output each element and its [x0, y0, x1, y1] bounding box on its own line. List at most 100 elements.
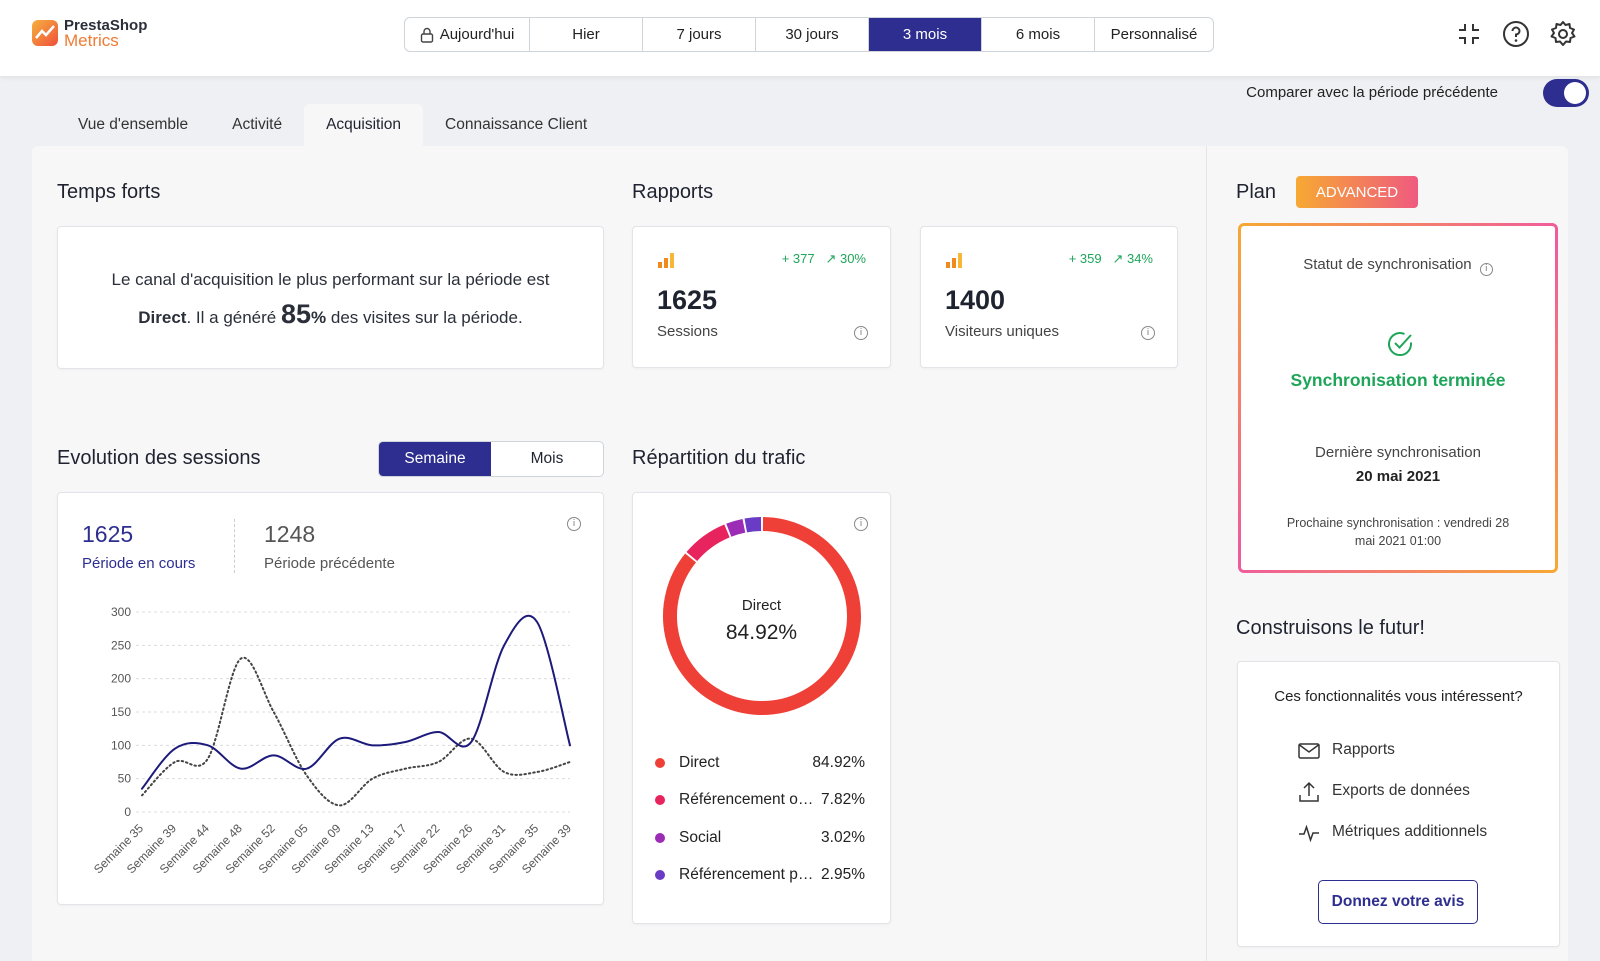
- current-period-line: [141, 614, 571, 790]
- period-6-months[interactable]: 6 mois: [982, 18, 1095, 51]
- current-period-label: Période en cours: [82, 555, 196, 572]
- evolution-card: 1625 Période en cours 1248 Période précé…: [57, 492, 604, 905]
- legend-item: Référencement organique 7.82%: [655, 790, 865, 810]
- info-icon[interactable]: i: [854, 517, 868, 531]
- visitors-delta: + 359 ↗ 34%: [1068, 251, 1153, 266]
- column-divider: [1206, 146, 1207, 961]
- top-bar: PrestaShop Metrics Aujourd'hui Hier 7 jo…: [0, 0, 1600, 76]
- evolution-title: Evolution des sessions: [57, 447, 261, 469]
- bar-chart-icon: [946, 253, 962, 268]
- previous-period-value: 1248: [264, 521, 316, 547]
- period-30-days[interactable]: 30 jours: [756, 18, 869, 51]
- traffic-card: i Direct 84.92% Direct 84.92% Référencem…: [632, 492, 891, 924]
- previous-period-label: Période précédente: [264, 555, 395, 572]
- next-sync-text: Prochaine synchronisation : vendredi 28 …: [1286, 516, 1510, 548]
- trend-up-icon: ↗: [825, 251, 837, 266]
- tab-acquisition[interactable]: Acquisition: [304, 104, 424, 146]
- period-3-months[interactable]: 3 mois: [869, 18, 982, 51]
- legend-dot: [655, 758, 665, 768]
- tab-activity[interactable]: Activité: [232, 116, 283, 133]
- highlights-text: Le canal d'acquisition le plus performan…: [111, 270, 550, 329]
- y-tick-label: 300: [111, 605, 131, 619]
- legend-dot: [655, 833, 665, 843]
- compare-toggle[interactable]: [1543, 79, 1589, 107]
- tab-customer-knowledge[interactable]: Connaissance Client: [445, 116, 588, 133]
- reports-title: Rapports: [632, 181, 714, 203]
- legend-dot: [655, 870, 665, 880]
- logo-line2: Metrics: [64, 31, 119, 50]
- traffic-donut-chart: [663, 517, 861, 715]
- tab-bar: Vue d'ensemble Activité Acquisition Conn…: [56, 104, 609, 146]
- pulse-icon: [1299, 824, 1319, 843]
- period-7-days[interactable]: 7 jours: [643, 18, 756, 51]
- check-circle-icon: [1388, 332, 1413, 356]
- tab-overview[interactable]: Vue d'ensemble: [78, 116, 189, 133]
- future-question: Ces fonctionnalités vous intéressent?: [1274, 688, 1523, 705]
- future-card: Ces fonctionnalités vous intéressent? Ra…: [1237, 661, 1560, 947]
- highlights-title: Temps forts: [57, 181, 161, 203]
- info-icon[interactable]: i: [567, 517, 581, 531]
- y-tick-label: 100: [111, 738, 131, 752]
- donut-center-value: 84.92%: [725, 621, 798, 644]
- donut-slice: [726, 518, 746, 537]
- sessions-delta: + 377 ↗ 30%: [781, 251, 866, 266]
- info-icon[interactable]: i: [854, 326, 868, 340]
- donut-slice: [744, 517, 762, 533]
- feature-reports[interactable]: Rapports: [1332, 741, 1395, 758]
- legend-item: Direct 84.92%: [655, 753, 865, 773]
- plan-badge: ADVANCED: [1296, 176, 1418, 208]
- gear-icon[interactable]: [1549, 20, 1577, 48]
- current-period-value: 1625: [82, 521, 134, 547]
- last-sync-date: 20 mai 2021: [1355, 468, 1441, 485]
- period-yesterday[interactable]: Hier: [530, 18, 643, 51]
- info-icon[interactable]: i: [1141, 326, 1155, 340]
- period-today[interactable]: Aujourd'hui: [405, 18, 530, 51]
- last-sync-label: Dernière synchronisation: [1315, 444, 1481, 461]
- y-tick-label: 0: [124, 805, 131, 819]
- feedback-button[interactable]: Donnez votre avis: [1318, 880, 1478, 924]
- feature-data-exports[interactable]: Exports de données: [1332, 782, 1470, 799]
- toggle-knob: [1564, 82, 1586, 104]
- sessions-value: 1625: [657, 285, 718, 315]
- visitors-value: 1400: [945, 285, 1006, 315]
- period-selector: Aujourd'hui Hier 7 jours 30 jours 3 mois…: [404, 17, 1214, 52]
- highlights-card: Le canal d'acquisition le plus performan…: [57, 226, 604, 369]
- kpi-card-sessions: + 377 ↗ 30% 1625 Sessions i: [632, 226, 891, 368]
- toggle-month[interactable]: Mois: [530, 450, 564, 467]
- collapse-icon[interactable]: [1455, 20, 1483, 48]
- toggle-week[interactable]: Semaine: [379, 442, 491, 476]
- donut-slice: [663, 517, 861, 715]
- sync-status-label: Statut de synchronisation i: [1241, 256, 1555, 276]
- legend-item: Social 3.02%: [655, 828, 865, 848]
- logo-line1: PrestaShop: [64, 17, 148, 34]
- feature-additional-metrics[interactable]: Métriques additionnels: [1332, 823, 1488, 840]
- help-icon[interactable]: [1502, 20, 1530, 48]
- legend-dot: [655, 795, 665, 805]
- upload-icon: [1299, 781, 1319, 802]
- info-icon[interactable]: i: [1479, 263, 1493, 276]
- future-title: Construisons le futur!: [1236, 617, 1425, 639]
- previous-period-line: [141, 656, 571, 807]
- trend-up-icon: ↗: [1112, 251, 1124, 266]
- donut-slice: [686, 524, 730, 562]
- logo-icon: [32, 20, 58, 46]
- y-tick-label: 150: [111, 705, 131, 719]
- bar-chart-icon: [658, 253, 674, 268]
- sessions-label: Sessions: [657, 323, 718, 340]
- traffic-title: Répartition du trafic: [632, 447, 806, 469]
- y-tick-label: 50: [118, 772, 132, 786]
- sync-status-text: Synchronisation terminée: [1290, 370, 1506, 390]
- y-tick-label: 250: [111, 638, 131, 652]
- lock-icon: [420, 27, 433, 43]
- granularity-toggle: Semaine Mois: [378, 441, 604, 477]
- sync-status-card: Statut de synchronisation i Synchronisat…: [1238, 223, 1558, 573]
- donut-center-label: Direct: [741, 597, 782, 614]
- kpi-separator: [234, 519, 235, 573]
- visitors-label: Visiteurs uniques: [945, 323, 1059, 340]
- period-custom[interactable]: Personnalisé: [1110, 26, 1198, 43]
- mail-icon: [1298, 743, 1320, 759]
- app-logo[interactable]: PrestaShop Metrics: [32, 17, 148, 50]
- kpi-card-visitors: + 359 ↗ 34% 1400 Visiteurs uniques i: [920, 226, 1178, 368]
- plan-title: Plan: [1236, 181, 1277, 203]
